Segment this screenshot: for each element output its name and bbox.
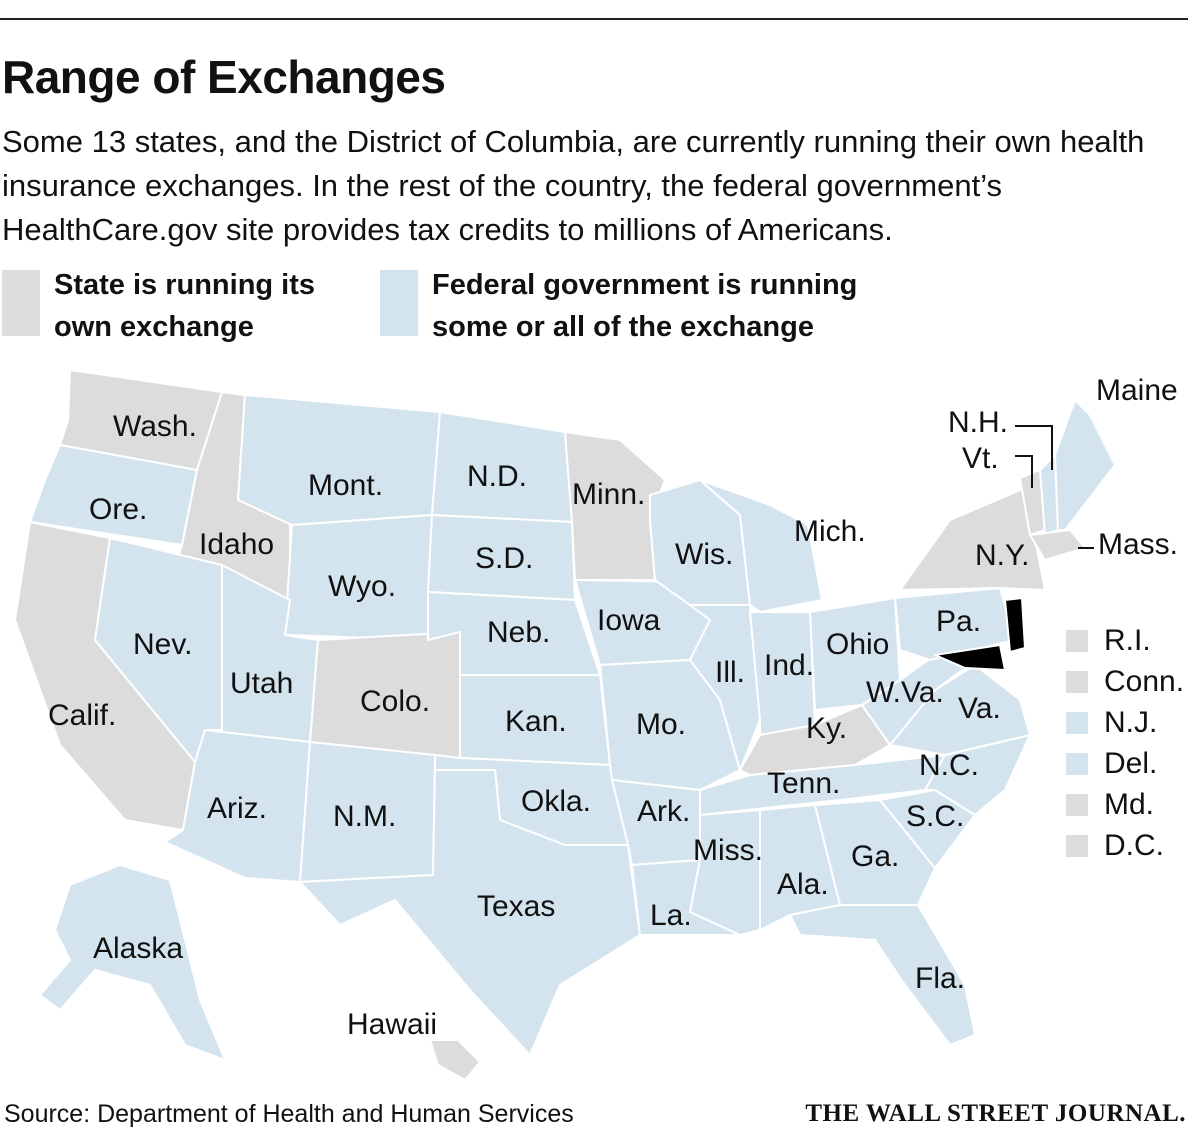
publisher-wordmark: THE WALL STREET JOURNAL. [805,1100,1186,1127]
state-label-mich: Mich. [794,515,866,548]
small-state-swatch-nj [1066,712,1088,734]
state-label-colo: Colo. [360,685,430,718]
state-ore[interactable] [29,444,198,546]
state-nj[interactable] [1004,597,1026,653]
state-label-wash: Wash. [113,410,197,443]
state-label-maine: Maine [1096,374,1178,407]
state-label-miss: Miss. [693,834,763,867]
state-label-ill: Ill. [715,656,745,689]
state-mich[interactable] [699,479,823,613]
state-label-ariz: Ariz. [207,792,267,825]
state-label-ky: Ky. [806,712,847,745]
state-label-nc: N.C. [919,749,979,782]
state-label-okla: Okla. [521,785,591,818]
leader-lines [1015,425,1094,549]
us-map: Wash. Ore. Calif. Idaho Nev. Mont. Wyo. … [0,360,1200,1090]
state-label-wyo: Wyo. [328,570,396,603]
state-label-tenn: Tenn. [767,767,840,800]
small-state-label-del: Del. [1104,747,1158,780]
state-label-fla: Fla. [915,962,965,995]
state-label-mo: Mo. [636,708,686,741]
state-md[interactable] [934,644,1006,671]
state-label-iowa: Iowa [597,604,661,637]
small-state-label-ri: R.I. [1104,624,1151,657]
legend-swatch-federal [380,270,418,336]
state-maine[interactable] [1054,399,1116,531]
state-label-ga: Ga. [851,840,899,873]
state-label-sc: S.C. [906,800,964,833]
small-state-label-conn: Conn. [1104,665,1185,698]
legend-state-line2: own exchange [54,311,254,343]
state-label-sd: S.D. [475,542,533,575]
legend-swatch-state [2,270,40,336]
state-label-nev: Nev. [133,628,192,661]
state-label-va: Va. [958,692,1001,725]
small-state-label-nj: N.J. [1104,706,1158,739]
state-label-pa: Pa. [936,605,981,638]
legend-label-federal: Federal government is running some or al… [432,264,857,348]
state-label-hawaii: Hawaii [347,1008,437,1041]
legend-state-line1: State is running its [54,269,316,301]
state-fla[interactable] [789,904,976,1046]
state-label-ohio: Ohio [826,628,889,661]
small-state-swatch-ri [1066,630,1088,652]
leader-line-vt [1015,455,1033,488]
small-state-swatch-del [1066,753,1088,775]
state-label-nm: N.M. [333,800,396,833]
state-label-utah: Utah [230,667,293,700]
state-labels: Wash. Ore. Calif. Idaho Nev. Mont. Wyo. … [48,374,1178,1041]
state-label-vt: Vt. [962,442,999,475]
small-state-label-dc: D.C. [1104,829,1164,862]
legend-federal-line2: some or all of the exchange [432,311,814,343]
state-label-texas: Texas [477,890,555,923]
state-label-minn: Minn. [572,478,645,511]
state-label-calif: Calif. [48,699,116,732]
state-ga[interactable] [814,799,936,906]
small-state-swatch-conn [1066,671,1088,693]
small-state-swatch-md [1066,794,1088,816]
state-label-wis: Wis. [675,538,733,571]
state-label-ind: Ind. [764,649,814,682]
state-label-ala: Ala. [777,868,829,901]
small-state-label-md: Md. [1104,788,1155,821]
state-miss[interactable] [689,809,761,936]
leader-line-nh [1015,425,1053,470]
legend-federal-line1: Federal government is running [432,269,858,301]
state-shapes [14,369,1116,1081]
state-label-wva: W.Va. [866,676,944,709]
top-rule [0,18,1188,20]
state-label-ark: Ark. [637,795,690,828]
state-label-nh: N.H. [948,406,1008,439]
state-texas[interactable] [299,769,641,1056]
state-mont[interactable] [237,394,441,526]
legend-label-state: State is running its own exchange [54,264,315,348]
source-note: Source: Department of Health and Human S… [4,1100,574,1128]
state-label-alaska: Alaska [93,932,183,965]
state-alaska[interactable] [39,864,226,1061]
state-hawaii[interactable] [429,1039,481,1081]
state-label-idaho: Idaho [199,528,274,561]
state-label-kan: Kan. [505,705,567,738]
state-label-neb: Neb. [487,616,550,649]
small-state-swatch-dc [1066,835,1088,857]
state-label-ore: Ore. [89,493,147,526]
state-label-mont: Mont. [308,469,383,502]
subtitle: Some 13 states, and the District of Colu… [2,124,1145,247]
state-label-la: La. [650,899,692,932]
state-label-mass: Mass. [1098,528,1178,561]
page-title: Range of Exchanges [2,51,446,103]
state-label-ny: N.Y. [975,539,1029,572]
state-label-nd: N.D. [467,460,527,493]
